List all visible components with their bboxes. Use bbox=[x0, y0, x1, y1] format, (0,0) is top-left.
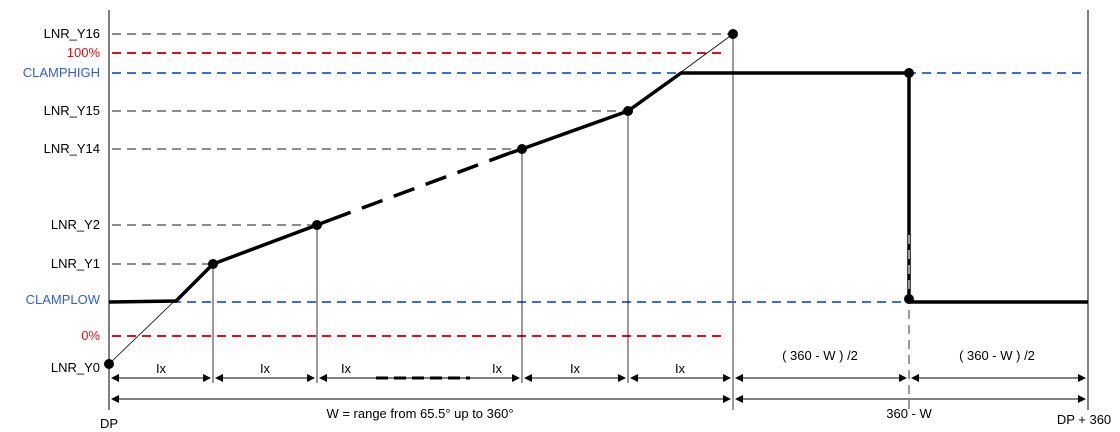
label-interval-3: Ix bbox=[341, 361, 352, 376]
label-complement: 360 - W bbox=[886, 406, 932, 421]
label-interval-5: Ix bbox=[570, 361, 581, 376]
label-lnr-y0: LNR_Y0 bbox=[51, 360, 100, 375]
label-lnr-y14: LNR_Y14 bbox=[44, 141, 100, 156]
output-curve-dashed bbox=[329, 151, 511, 222]
label-0pct: 0% bbox=[81, 328, 100, 343]
point-y14 bbox=[517, 144, 527, 154]
output-curve-left bbox=[108, 218, 331, 304]
label-interval-4: Ix bbox=[492, 361, 503, 376]
point-clamplow-start bbox=[904, 294, 914, 304]
label-half-right: ( 360 - W ) /2 bbox=[959, 348, 1035, 363]
label-clamplow: CLAMPLOW bbox=[26, 292, 101, 307]
label-100pct: 100% bbox=[67, 45, 101, 60]
point-y16 bbox=[728, 29, 738, 39]
label-interval-1: Ix bbox=[156, 361, 167, 376]
label-clamphigh: CLAMPHIGH bbox=[23, 65, 100, 80]
label-half-left: ( 360 - W ) /2 bbox=[782, 348, 858, 363]
point-y2 bbox=[312, 220, 322, 230]
label-lnr-y1: LNR_Y1 bbox=[51, 256, 100, 271]
label-lnr-y2: LNR_Y2 bbox=[51, 217, 100, 232]
label-lnr-y15: LNR_Y15 bbox=[44, 103, 100, 118]
label-dp: DP bbox=[100, 416, 118, 431]
point-clamphigh-end bbox=[904, 68, 914, 78]
label-dp-360: DP + 360 bbox=[1057, 412, 1111, 427]
label-lnr-y16: LNR_Y16 bbox=[44, 26, 100, 41]
point-y0 bbox=[104, 359, 114, 369]
label-interval-2: Ix bbox=[260, 361, 271, 376]
point-y1 bbox=[208, 259, 218, 269]
label-w-range: W = range from 65.5° up to 360° bbox=[326, 406, 513, 421]
label-interval-6: Ix bbox=[675, 361, 686, 376]
point-y15 bbox=[623, 106, 633, 116]
output-curve-right bbox=[509, 71, 1088, 304]
